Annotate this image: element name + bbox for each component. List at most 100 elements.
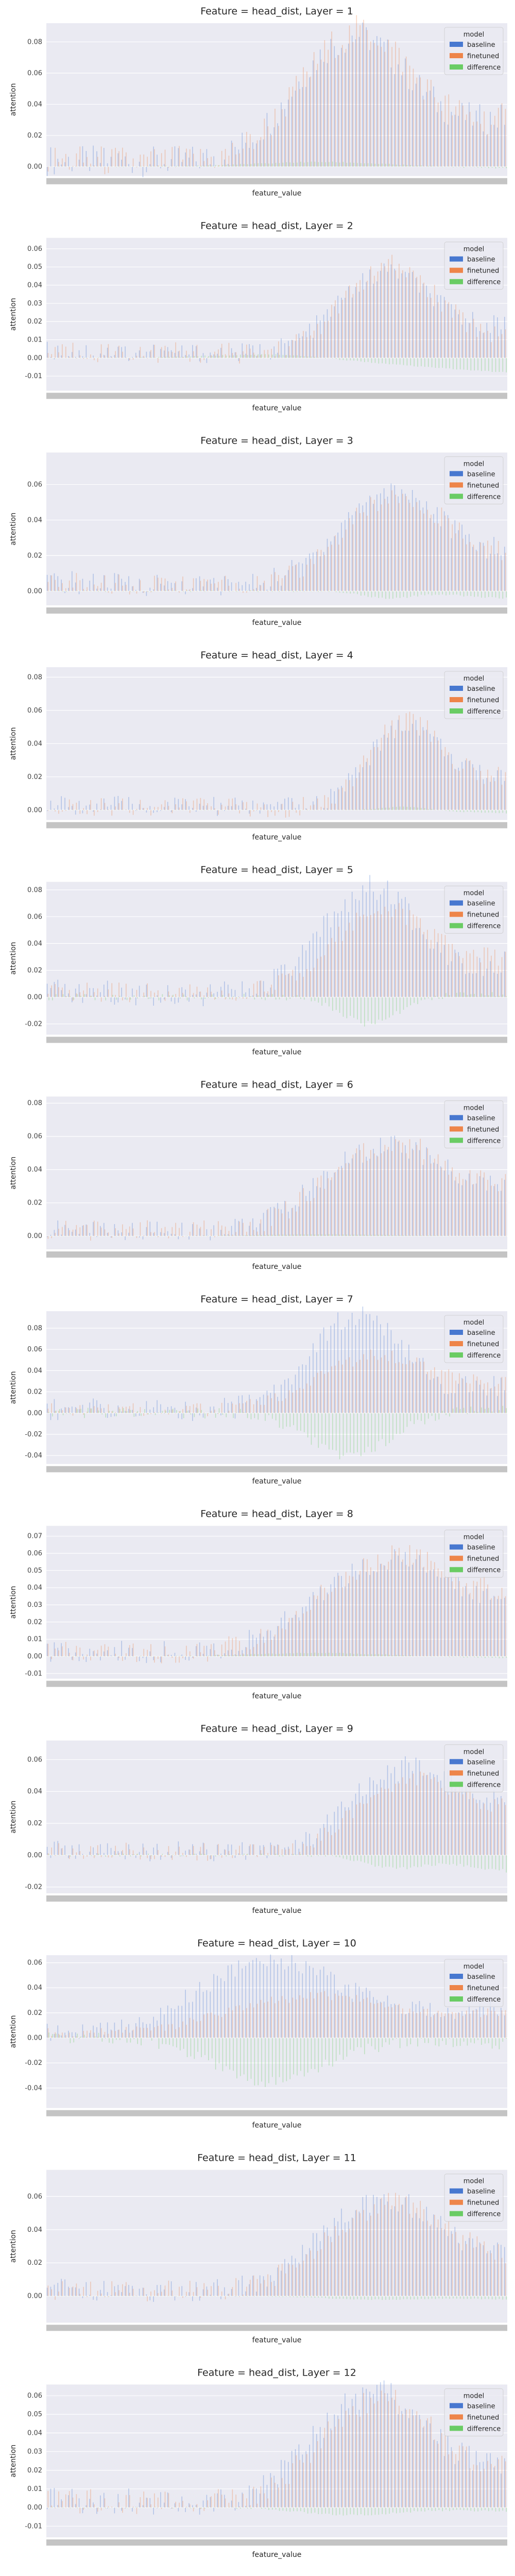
- bar-baseline: [210, 1406, 211, 1413]
- bar-finetuned: [104, 575, 106, 591]
- bar-baseline: [341, 297, 342, 358]
- bar-baseline: [149, 806, 151, 810]
- bar-difference: [499, 1410, 500, 1413]
- bar-finetuned: [100, 798, 102, 810]
- bar-baseline: [238, 805, 239, 810]
- bar-difference: [357, 1653, 358, 1656]
- bar-baseline: [242, 800, 243, 810]
- bar-baseline: [334, 1323, 335, 1413]
- bar-finetuned: [211, 583, 212, 591]
- bar-finetuned: [256, 1855, 258, 1857]
- bar-baseline: [185, 355, 186, 358]
- bar-finetuned: [115, 583, 116, 591]
- bar-baseline: [437, 1377, 438, 1413]
- bar-baseline: [390, 67, 392, 167]
- bar-finetuned: [455, 769, 456, 810]
- bar-baseline: [454, 1180, 456, 1236]
- bar-baseline: [376, 900, 377, 997]
- bar-difference: [186, 1855, 188, 1856]
- bar-difference: [222, 995, 224, 997]
- bar-difference: [275, 1234, 277, 1236]
- bar-baseline: [380, 270, 381, 358]
- bar-difference: [403, 1655, 404, 1656]
- bar-finetuned: [218, 582, 219, 591]
- bar-difference: [399, 358, 401, 365]
- bar-finetuned: [150, 151, 151, 167]
- bar-baseline: [206, 1849, 208, 1855]
- bar-baseline: [167, 166, 168, 171]
- bar-difference: [154, 166, 156, 167]
- bar-difference: [318, 1413, 319, 1448]
- bar-finetuned: [147, 1413, 148, 1415]
- bar-baseline: [483, 131, 484, 167]
- bar-baseline: [249, 1226, 250, 1236]
- bar-difference: [275, 1654, 277, 1656]
- bar-baseline: [461, 325, 462, 358]
- bar-difference: [165, 1855, 167, 1856]
- bar-difference: [158, 1855, 160, 1856]
- bar-baseline: [54, 2033, 55, 2038]
- bar-finetuned: [459, 956, 460, 997]
- bar-finetuned: [246, 1400, 247, 1413]
- bar-baseline: [497, 1396, 498, 1413]
- bar-difference: [197, 165, 198, 167]
- bar-baseline: [188, 1656, 190, 1661]
- bar-baseline: [46, 1846, 48, 1855]
- bar-baseline: [121, 1232, 122, 1236]
- bar-baseline: [242, 1395, 243, 1413]
- bar-difference: [417, 591, 418, 597]
- legend-swatch-difference: [450, 708, 463, 714]
- bar-finetuned: [373, 913, 375, 997]
- bar-difference: [350, 591, 351, 594]
- bar-baseline: [259, 1223, 261, 1236]
- bar-finetuned: [345, 48, 347, 167]
- bar-baseline: [273, 969, 275, 997]
- legend-swatch-baseline: [450, 42, 463, 47]
- bar-difference: [385, 807, 386, 810]
- bar-finetuned: [462, 958, 464, 997]
- bar-difference: [293, 1413, 294, 1426]
- bar-difference: [481, 591, 482, 598]
- bar-baseline: [263, 981, 264, 997]
- bar-baseline: [146, 166, 147, 173]
- bar-finetuned: [253, 1647, 254, 1656]
- bar-finetuned: [501, 957, 503, 997]
- bar-difference: [300, 997, 301, 999]
- legend-swatch-baseline: [450, 900, 463, 906]
- x-axis-label: feature_value: [252, 1048, 302, 1056]
- bar-baseline: [181, 1413, 183, 1419]
- bar-difference: [236, 164, 237, 167]
- bar-finetuned: [278, 126, 279, 167]
- bar-finetuned: [140, 347, 141, 358]
- bar-finetuned: [448, 944, 450, 997]
- bar-baseline: [103, 1651, 105, 1656]
- bar-finetuned: [186, 1855, 187, 1857]
- bar-finetuned: [420, 77, 421, 167]
- bar-baseline: [157, 1222, 158, 1236]
- bar-difference: [233, 164, 234, 167]
- bar-finetuned: [274, 1208, 276, 1236]
- bar-baseline: [398, 1555, 399, 1656]
- bar-difference: [491, 810, 493, 813]
- bar-finetuned: [341, 941, 343, 997]
- bar-finetuned: [214, 1650, 215, 1656]
- bar-finetuned: [132, 158, 134, 167]
- bar-finetuned: [377, 1794, 379, 1855]
- bar-finetuned: [413, 914, 414, 997]
- bar-baseline: [469, 973, 470, 997]
- bar-baseline: [78, 801, 80, 810]
- bar-finetuned: [303, 1843, 304, 1855]
- bar-finetuned: [58, 1843, 59, 1855]
- bar-baseline: [440, 1578, 441, 1656]
- bar-baseline: [64, 1407, 65, 1413]
- bar-difference: [367, 1234, 369, 1236]
- bar-baseline: [330, 1584, 332, 1656]
- bar-difference: [62, 1413, 64, 1415]
- bar-finetuned: [214, 166, 215, 168]
- bar-difference: [378, 1654, 380, 1656]
- bar-difference: [438, 358, 440, 368]
- bar-baseline: [185, 989, 186, 997]
- bar-difference: [364, 997, 365, 1027]
- y-tick-label: 0.02: [27, 773, 42, 781]
- y-tick-label: -0.02: [25, 2059, 42, 2067]
